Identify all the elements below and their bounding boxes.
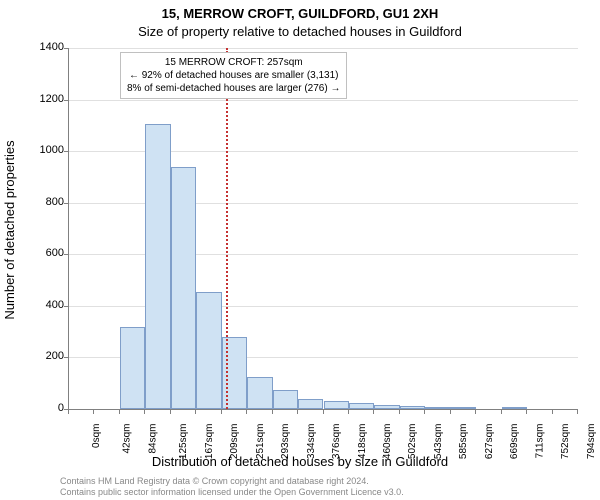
y-tick-mark [64,357,68,358]
x-tick-label: 125sqm [178,424,189,460]
x-tick-mark [450,410,451,414]
histogram-bar [400,406,425,409]
y-tick-label: 1200 [24,93,64,105]
x-tick-mark [348,410,349,414]
histogram-bar [298,399,323,409]
histogram-bar [171,167,196,409]
page-title-address: 15, MERROW CROFT, GUILDFORD, GU1 2XH [0,6,600,21]
x-tick-mark [577,410,578,414]
histogram-bar [374,405,399,409]
y-tick-label: 1000 [24,144,64,156]
histogram-bar [324,401,349,409]
y-tick-label: 200 [24,350,64,362]
x-tick-label: 209sqm [229,424,240,460]
x-tick-label: 669sqm [509,424,520,460]
histogram-bar [349,403,374,409]
x-tick-label: 752sqm [560,424,571,460]
x-tick-label: 794sqm [586,424,597,460]
y-axis-label: Number of detached properties [2,140,17,319]
y-tick-label: 800 [24,196,64,208]
y-tick-mark [64,203,68,204]
x-tick-mark [526,410,527,414]
y-tick-label: 400 [24,299,64,311]
histogram-bar [247,377,272,409]
y-tick-mark [64,48,68,49]
x-tick-mark [501,410,502,414]
x-tick-mark [297,410,298,414]
y-tick-mark [64,151,68,152]
x-tick-label: 711sqm [534,424,545,459]
x-tick-mark [119,410,120,414]
histogram-bar [451,407,476,409]
x-tick-label: 42sqm [122,424,133,454]
x-tick-mark [272,410,273,414]
y-tick-label: 0 [24,402,64,414]
x-tick-label: 293sqm [280,424,291,460]
y-tick-label: 600 [24,247,64,259]
x-tick-mark [552,410,553,414]
x-tick-mark [323,410,324,414]
annotation-box: 15 MERROW CROFT: 257sqm← 92% of detached… [120,52,347,99]
x-tick-mark [195,410,196,414]
x-tick-mark [170,410,171,414]
histogram-bar [196,292,221,409]
histogram-bar [425,407,450,409]
footer-line-1: Contains HM Land Registry data © Crown c… [60,476,404,487]
x-tick-mark [424,410,425,414]
x-tick-mark [246,410,247,414]
x-tick-label: 627sqm [484,424,495,460]
x-tick-mark [399,410,400,414]
x-tick-label: 502sqm [407,424,418,460]
x-tick-mark [68,410,69,414]
x-tick-label: 543sqm [433,424,444,460]
x-tick-label: 376sqm [331,424,342,460]
histogram-plot [68,48,578,410]
histogram-bar [145,124,170,409]
x-tick-mark [93,410,94,414]
x-tick-label: 418sqm [357,424,368,460]
histogram-bar [120,327,145,410]
histogram-bar [502,407,527,409]
x-tick-mark [144,410,145,414]
y-tick-mark [64,254,68,255]
footer-attribution: Contains HM Land Registry data © Crown c… [60,476,404,498]
x-tick-label: 84sqm [147,424,158,454]
x-tick-mark [475,410,476,414]
property-marker-line [226,48,228,409]
annotation-line-3: 8% of semi-detached houses are larger (2… [127,82,340,95]
x-tick-label: 460sqm [382,424,393,460]
x-tick-mark [373,410,374,414]
footer-line-2: Contains public sector information licen… [60,487,404,498]
gridline [69,100,578,101]
annotation-line-1: 15 MERROW CROFT: 257sqm [127,56,340,69]
y-tick-mark [64,306,68,307]
y-tick-mark [64,100,68,101]
y-tick-label: 1400 [24,41,64,53]
x-tick-label: 251sqm [255,424,266,460]
annotation-line-2: ← 92% of detached houses are smaller (3,… [127,69,340,82]
x-tick-label: 0sqm [91,424,102,448]
page-subtitle: Size of property relative to detached ho… [0,24,600,39]
x-tick-mark [221,410,222,414]
x-tick-label: 585sqm [458,424,469,460]
x-tick-label: 334sqm [306,424,317,460]
x-tick-label: 167sqm [204,424,215,460]
histogram-bar [273,390,298,409]
gridline [69,48,578,49]
